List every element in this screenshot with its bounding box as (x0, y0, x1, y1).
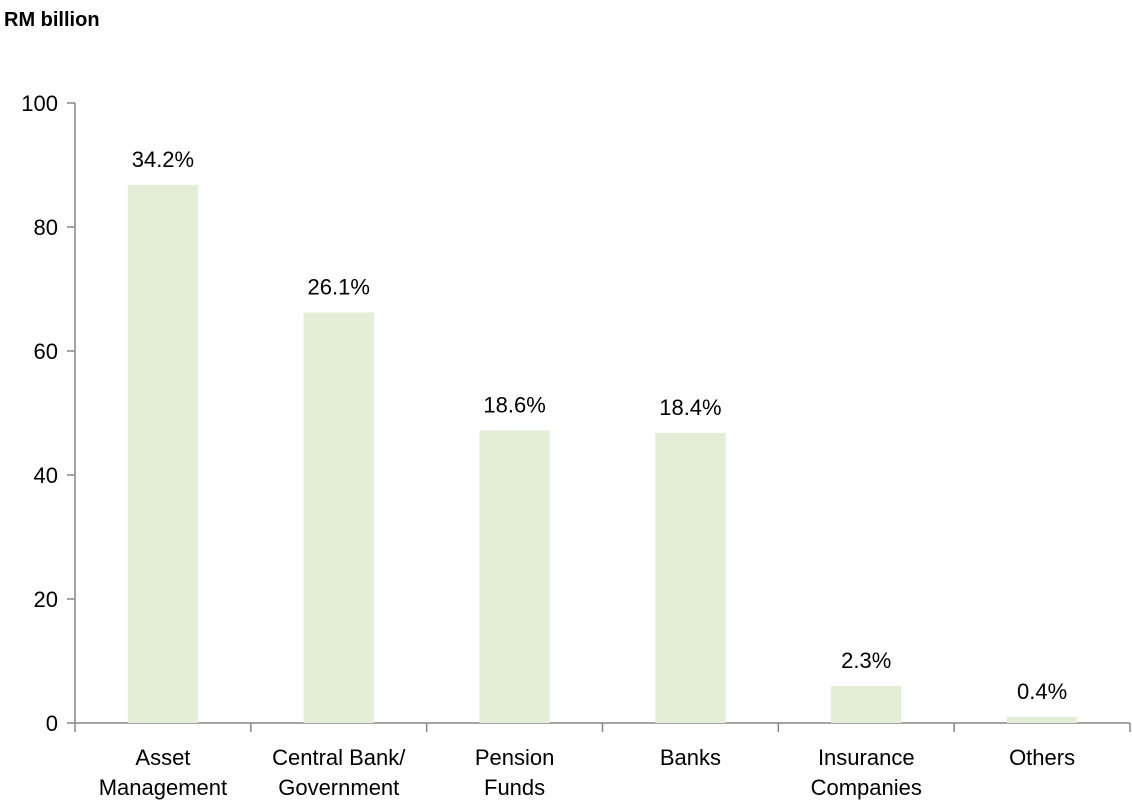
y-tick-label: 0 (46, 711, 58, 736)
data-label: 18.4% (659, 395, 721, 420)
category-label: Companies (811, 775, 922, 800)
data-label: 18.6% (483, 392, 545, 417)
category-labels: Asset Management Central Bank/Government Pe… (99, 745, 1075, 800)
bar (303, 312, 374, 723)
bar (655, 432, 726, 723)
category-label: Others (1009, 745, 1075, 770)
bar (1006, 716, 1078, 723)
unit-label: RM billion (4, 9, 100, 31)
category-label: Government (278, 775, 399, 800)
category-label: Management (99, 775, 227, 800)
bar (479, 430, 550, 723)
category-label: Central Bank/ (272, 745, 406, 770)
data-label: 2.3% (841, 648, 891, 673)
data-label: 26.1% (308, 275, 370, 300)
data-label: 0.4% (1017, 679, 1067, 704)
category-label: Pension (475, 745, 555, 770)
x-axis (74, 722, 1131, 732)
y-tick-label: 60 (34, 339, 58, 364)
category-label: Banks (660, 745, 721, 770)
bar (831, 685, 902, 723)
category-label: Funds (484, 775, 545, 800)
y-tick-label: 100 (21, 91, 58, 116)
y-axis: 0 20 40 60 80 100 (21, 91, 76, 736)
category-label: Insurance (818, 745, 915, 770)
y-tick-label: 20 (34, 587, 58, 612)
data-label: 34.2% (132, 147, 194, 172)
bar (127, 184, 199, 724)
y-tick-label: 40 (34, 463, 58, 488)
data-labels: 34.2% 26.1% 18.6% 18.4% 2.3% 0.4% (132, 147, 1067, 704)
category-label: Asset (135, 745, 190, 770)
y-tick-label: 80 (34, 215, 58, 240)
bars (127, 184, 1078, 724)
